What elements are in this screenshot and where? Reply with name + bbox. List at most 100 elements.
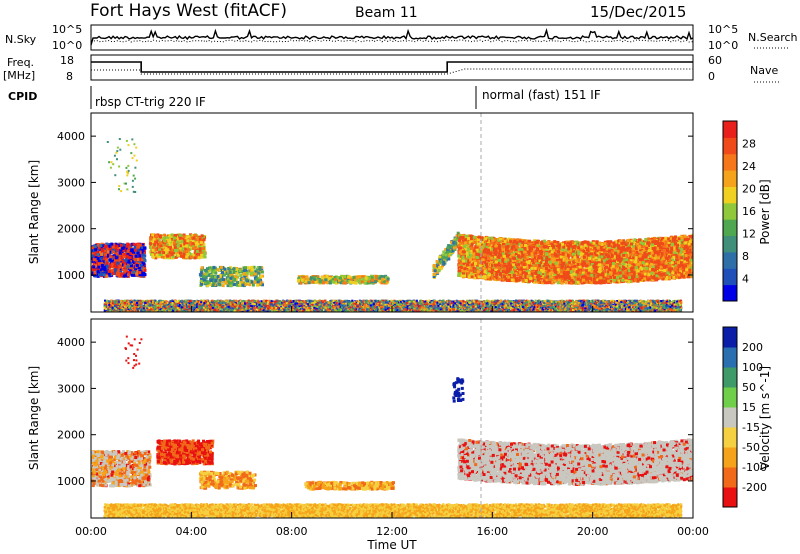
echo-cell bbox=[107, 250, 110, 253]
echo-cell bbox=[122, 260, 125, 263]
echo-cell bbox=[138, 255, 141, 258]
echo-cell bbox=[127, 273, 130, 276]
nsearch-tick-lo: 10^0 bbox=[708, 39, 738, 52]
nsearch-series-line bbox=[91, 40, 693, 42]
echo-cell bbox=[198, 238, 201, 241]
freq-tick-lo: 8 bbox=[66, 70, 73, 83]
echo-cell bbox=[195, 243, 198, 246]
echo-cell bbox=[103, 268, 106, 271]
echo-cell bbox=[92, 265, 95, 268]
echo-cell bbox=[171, 253, 174, 256]
echo-cell bbox=[137, 251, 140, 254]
echo-cell bbox=[204, 255, 207, 258]
echo-cell bbox=[97, 271, 100, 274]
echo-cell bbox=[166, 248, 169, 251]
plot-canvas: Fort Hays West (fitACF) Beam 11 15/Dec/2… bbox=[0, 0, 800, 554]
echo-cell bbox=[112, 272, 115, 275]
echo-cell bbox=[120, 244, 123, 247]
echo-cell bbox=[94, 248, 97, 251]
echo-cell bbox=[194, 256, 197, 259]
echo-cell bbox=[185, 245, 188, 248]
echo-cell bbox=[109, 258, 112, 261]
echo-cell bbox=[186, 253, 189, 256]
echo-cell bbox=[182, 253, 185, 256]
nave-label: Nave bbox=[750, 64, 778, 77]
echo-cell bbox=[112, 246, 115, 249]
freq-strip: Freq. [MHz] 18 8 60 0 Nave bbox=[3, 54, 780, 83]
echo-cell bbox=[132, 271, 135, 274]
echo-cell bbox=[196, 250, 199, 253]
echo-cell bbox=[131, 249, 134, 252]
echo-cell bbox=[122, 244, 125, 247]
echo-cell bbox=[135, 272, 138, 275]
nsearch-label: N.Search bbox=[748, 31, 798, 44]
date-label: 15/Dec/2015 bbox=[590, 3, 686, 21]
echo-cell bbox=[99, 244, 102, 247]
echo-cell bbox=[116, 272, 119, 275]
echo-cell bbox=[155, 254, 158, 257]
freq-label: Freq. bbox=[7, 56, 34, 69]
echo-cell bbox=[120, 273, 123, 276]
echo-cell bbox=[176, 249, 179, 252]
cpid-row: CPID rbsp CT-trig 220 IF normal (fast) 1… bbox=[8, 86, 601, 109]
radar-summary-plot: Fort Hays West (fitACF) Beam 11 15/Dec/2… bbox=[0, 0, 800, 554]
echo-cell bbox=[116, 245, 119, 248]
echo-cell bbox=[106, 265, 109, 268]
echo-cell bbox=[140, 264, 143, 267]
echo-cell bbox=[98, 262, 101, 265]
echo-cell bbox=[180, 240, 183, 243]
nsky-label: N.Sky bbox=[5, 33, 37, 46]
echo-cell bbox=[128, 243, 131, 246]
echo-cell bbox=[153, 243, 156, 246]
beam-label: Beam 11 bbox=[355, 5, 418, 21]
echo-cell bbox=[144, 273, 147, 276]
nsky-strip: N.Sky 10^5 10^0 10^5 10^0 N.Search bbox=[5, 23, 798, 52]
echo-cell bbox=[144, 259, 147, 262]
echo-cell bbox=[159, 235, 162, 238]
echo-cell bbox=[134, 258, 137, 261]
echo-cell bbox=[105, 262, 108, 265]
freq-frame bbox=[91, 55, 693, 80]
freq-unit: [MHz] bbox=[3, 69, 35, 82]
echo-cell bbox=[133, 243, 136, 246]
echo-cell bbox=[176, 241, 179, 244]
echo-cell bbox=[111, 263, 114, 266]
echo-cell bbox=[91, 255, 94, 258]
echo-cell bbox=[119, 266, 122, 269]
echo-cell bbox=[109, 255, 112, 258]
echo-cell bbox=[114, 268, 117, 271]
echo-cell bbox=[98, 273, 101, 276]
echo-cell bbox=[123, 255, 126, 258]
echo-cell bbox=[104, 253, 107, 256]
echo-cell bbox=[173, 237, 176, 240]
echo-cell bbox=[101, 264, 104, 267]
echo-cell bbox=[182, 256, 185, 259]
echo-cell bbox=[142, 256, 145, 259]
echo-cell bbox=[110, 243, 113, 246]
echo-cell bbox=[168, 239, 171, 242]
echo-cell bbox=[105, 258, 108, 261]
echo-cell bbox=[126, 265, 129, 268]
echo-cell bbox=[93, 258, 96, 261]
cpid-mode-1: rbsp CT-trig 220 IF bbox=[95, 95, 206, 109]
echo-cell bbox=[179, 237, 182, 240]
echo-cell bbox=[128, 261, 131, 264]
echo-cell bbox=[203, 238, 206, 241]
power-panel: 1000200030004000 Slant Range [km] 282420… bbox=[27, 113, 772, 315]
nave-tick-hi: 60 bbox=[708, 54, 722, 67]
echo-cell bbox=[123, 265, 126, 268]
station-title: Fort Hays West (fitACF) bbox=[90, 1, 287, 21]
echo-cell bbox=[138, 271, 141, 274]
freq-series-line bbox=[91, 62, 693, 72]
echo-cell bbox=[112, 251, 115, 254]
echo-cell bbox=[135, 255, 138, 258]
echo-cell bbox=[97, 253, 100, 256]
echo-cell bbox=[116, 252, 119, 255]
echo-cell bbox=[200, 254, 203, 257]
echo-cell bbox=[200, 241, 203, 244]
nsearch-tick-hi: 10^5 bbox=[708, 23, 738, 36]
echo-cell bbox=[136, 264, 139, 267]
echo-cell bbox=[173, 242, 176, 245]
echo-cell bbox=[100, 253, 103, 256]
echo-cell bbox=[144, 269, 147, 272]
